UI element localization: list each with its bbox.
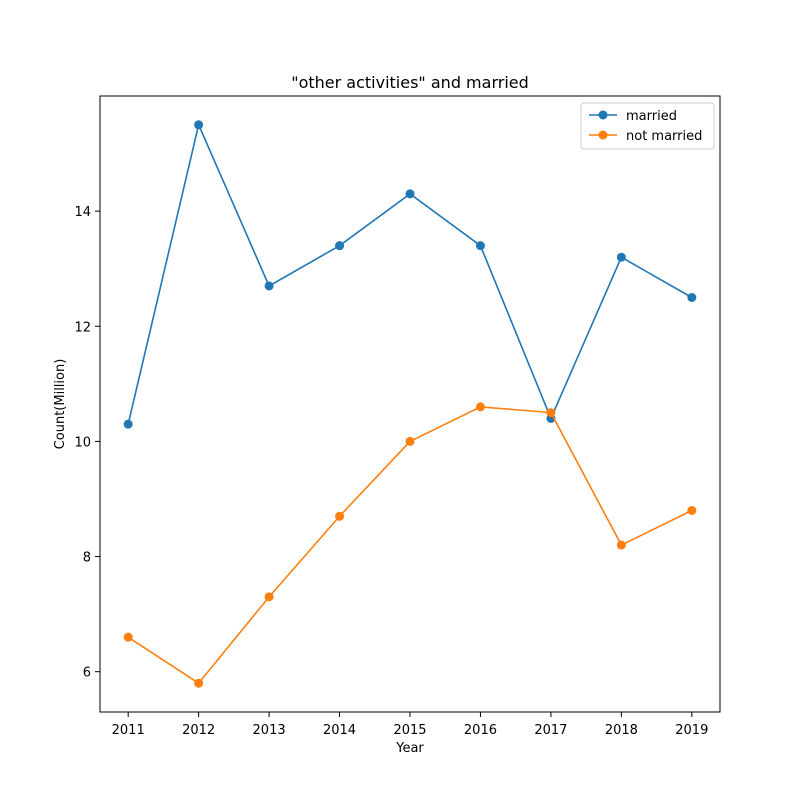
- data-point: [264, 592, 274, 602]
- data-point: [335, 511, 345, 521]
- data-point: [616, 540, 626, 550]
- x-tick-label: 2017: [534, 723, 567, 738]
- data-point: [264, 281, 274, 291]
- x-tick-label: 2011: [112, 723, 145, 738]
- chart-title: "other activities" and married: [291, 73, 529, 92]
- data-point: [123, 632, 133, 642]
- legend-label: married: [626, 109, 677, 124]
- y-tick-label: 12: [74, 320, 91, 335]
- y-tick-label: 8: [83, 551, 91, 566]
- series-line: [127, 406, 693, 685]
- data-point: [475, 241, 485, 251]
- x-tick-label: 2012: [182, 723, 215, 738]
- data-point: [616, 252, 626, 262]
- x-tick-label: 2015: [393, 723, 426, 738]
- y-axis: 6 8 10 12 14: [74, 205, 100, 681]
- legend-label: not married: [626, 129, 702, 144]
- series-layer: [123, 120, 697, 688]
- y-tick-label: 6: [83, 666, 91, 681]
- x-tick-label: 2018: [605, 723, 638, 738]
- legend: married not married: [580, 102, 715, 150]
- y-tick-label: 14: [74, 205, 91, 220]
- legend-marker: [598, 130, 608, 140]
- data-point: [405, 189, 415, 199]
- x-tick-label: 2013: [253, 723, 286, 738]
- data-point: [194, 678, 204, 688]
- series-married: [123, 120, 697, 429]
- x-tick-label: 2016: [464, 723, 497, 738]
- data-point: [687, 506, 697, 516]
- plot-frame: [99, 95, 721, 713]
- data-point: [335, 241, 345, 251]
- data-point: [405, 436, 415, 446]
- data-point: [123, 419, 133, 429]
- legend-marker: [598, 110, 608, 120]
- x-tick-label: 2014: [323, 723, 356, 738]
- data-point: [194, 120, 204, 130]
- data-point: [475, 402, 485, 412]
- x-axis-title: Year: [395, 741, 424, 756]
- x-axis: 2011 2012 2013 2014 2015 2016 2017 2018 2019: [112, 712, 708, 738]
- y-axis-title: Count(Million): [53, 359, 68, 450]
- series-not-married: [123, 402, 697, 688]
- y-tick-label: 10: [74, 435, 91, 450]
- series-line: [127, 122, 693, 425]
- x-tick-label: 2019: [675, 723, 708, 738]
- data-point: [546, 408, 556, 418]
- data-point: [687, 292, 697, 302]
